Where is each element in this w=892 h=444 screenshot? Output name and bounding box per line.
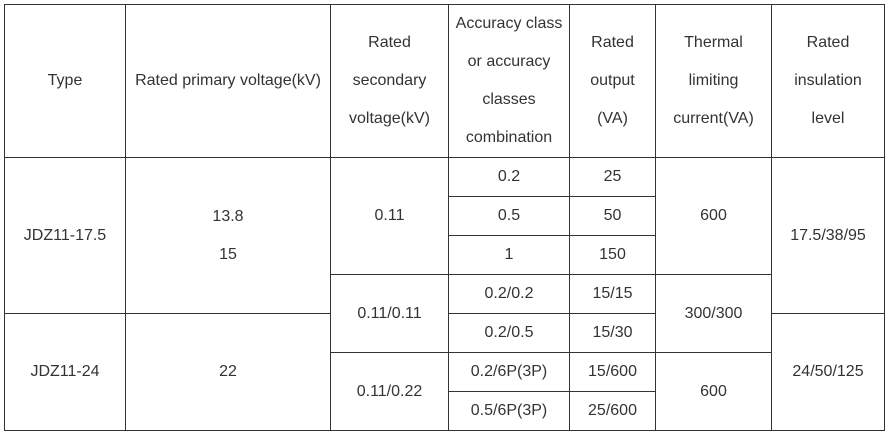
primary-voltage-cell: 13.8 15: [125, 157, 331, 314]
accuracy-cell: 0.2/0.2: [448, 274, 570, 314]
output-cell: 25: [569, 157, 656, 197]
type-cell: JDZ11-24: [4, 313, 126, 431]
header-rated-insulation-level: Rated insulation level: [771, 4, 885, 158]
accuracy-cell: 0.5/6P(3P): [448, 391, 570, 431]
type-cell: JDZ11-17.5: [4, 157, 126, 314]
header-rated-primary-voltage: Rated primary voltage(kV): [125, 4, 331, 158]
secondary-voltage-cell: 0.11: [330, 157, 449, 275]
output-cell: 15/30: [569, 313, 656, 353]
header-accuracy-class: Accuracy class or accuracy classes combi…: [448, 4, 570, 158]
table-row: JDZ11-24 22 0.2/0.5 15/30 24/50/125: [4, 313, 885, 431]
accuracy-cell: 0.5: [448, 196, 570, 236]
header-rated-secondary-voltage: Rated secondary voltage(kV): [330, 4, 449, 158]
header-row: Type Rated primary voltage(kV) Rated sec…: [4, 4, 885, 158]
thermal-current-cell: 600: [655, 352, 772, 431]
table-row: 0.11/0.11 0.2/0.2 15/15 300/300: [5, 274, 885, 353]
insulation-level-cell: 24/50/125: [771, 313, 885, 431]
thermal-current-cell: 300/300: [655, 274, 772, 353]
table-row: 0.5/6P(3P) 25/600: [5, 391, 885, 431]
output-cell: 150: [569, 235, 656, 275]
table-row: JDZ11-17.5 13.8 15 0.11 0.2 25 600 17.5/…: [4, 157, 885, 314]
header-type: Type: [4, 4, 126, 158]
accuracy-cell: 1: [448, 235, 570, 275]
header-rated-output: Rated output (VA): [569, 4, 656, 158]
output-cell: 15/15: [569, 274, 656, 314]
output-cell: 50: [569, 196, 656, 236]
accuracy-cell: 0.2/0.5: [448, 313, 570, 353]
output-cell: 25/600: [569, 391, 656, 431]
accuracy-cell: 0.2: [448, 157, 570, 197]
output-cell: 15/600: [569, 352, 656, 392]
table-row: 0.5 50: [5, 196, 885, 236]
secondary-voltage-cell: 0.11/0.22: [330, 352, 449, 431]
header-thermal-limiting-current: Thermal limiting current(VA): [655, 4, 772, 158]
insulation-level-cell: 17.5/38/95: [771, 157, 885, 314]
thermal-current-cell: 600: [655, 157, 772, 275]
accuracy-cell: 0.2/6P(3P): [448, 352, 570, 392]
secondary-voltage-cell: 0.11/0.11: [330, 274, 449, 353]
primary-voltage-cell: 22: [125, 313, 331, 431]
specifications-table: Type Rated primary voltage(kV) Rated sec…: [4, 4, 885, 431]
